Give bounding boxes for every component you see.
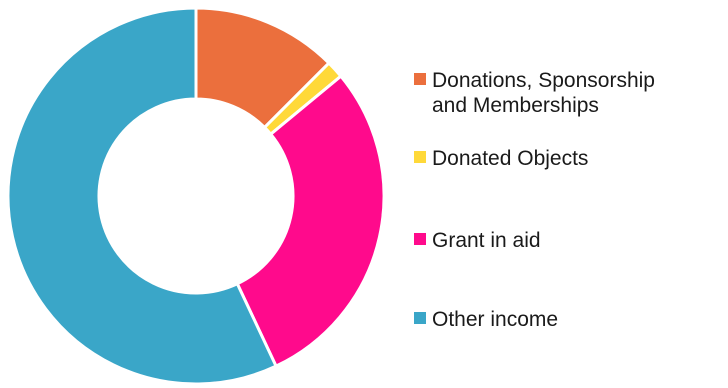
legend: Donations, Sponsorship and Memberships Don…	[414, 69, 655, 331]
donut-slices	[6, 6, 386, 386]
legend-swatch	[414, 312, 426, 324]
legend-label: Donated Objects	[432, 147, 588, 170]
legend-item-grant-in-aid: Grant in aid	[414, 229, 541, 252]
legend-swatch	[414, 233, 426, 245]
legend-item-donated-objects: Donated Objects	[414, 147, 588, 170]
legend-label: Donations, Sponsorship and Memberships	[432, 69, 655, 117]
legend-label: Grant in aid	[432, 229, 541, 252]
legend-label: Other income	[432, 308, 558, 331]
legend-swatch	[414, 151, 426, 163]
legend-swatch	[414, 73, 426, 85]
legend-item-donations-sponsorship-and-memberships: Donations, Sponsorship and Memberships	[414, 69, 655, 117]
slice-grant-in-aid	[235, 74, 386, 368]
slice-other-income	[6, 6, 278, 386]
legend-item-other-income: Other income	[414, 308, 558, 331]
